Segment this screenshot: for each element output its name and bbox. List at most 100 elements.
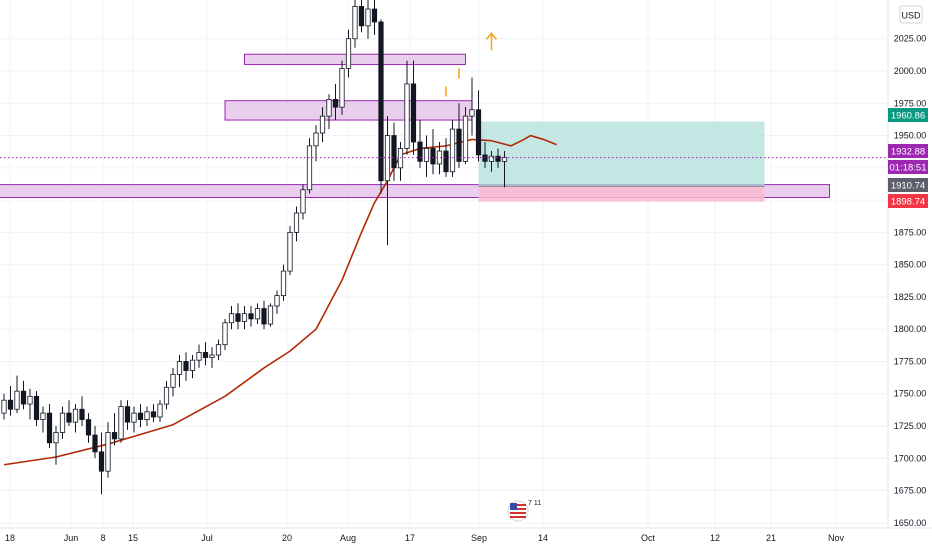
- candle: [378, 19, 384, 194]
- candle-body-up: [469, 109, 475, 117]
- candle-body-up: [131, 412, 137, 423]
- currency-button[interactable]: USD: [899, 5, 923, 24]
- grid: [0, 0, 888, 528]
- candle-body-up: [27, 395, 33, 405]
- entry-label: 1910.74: [891, 181, 925, 192]
- candle-body-up: [157, 403, 163, 418]
- candles: [1, 0, 508, 495]
- candle: [7, 385, 14, 416]
- candle-body-up: [267, 305, 274, 325]
- candle: [202, 342, 209, 366]
- candle-body-up: [345, 38, 352, 69]
- candle-body-down: [92, 434, 98, 453]
- candle: [313, 125, 319, 162]
- candle: [72, 404, 79, 433]
- y-tick-label: 1775.00: [894, 356, 927, 366]
- candle-body-down: [358, 6, 365, 27]
- candle: [345, 29, 352, 78]
- candle: [14, 375, 20, 414]
- x-tick-label: 21: [766, 533, 776, 543]
- candle-body-down: [98, 451, 105, 472]
- candle: [209, 347, 215, 368]
- x-tick-label: 20: [282, 533, 292, 543]
- price-axis-bg: [888, 0, 932, 528]
- candle-body-down: [137, 412, 144, 420]
- last-price-label: 1932.88: [891, 147, 925, 158]
- candle: [495, 148, 501, 168]
- candle: [339, 60, 345, 115]
- candle-body-up: [404, 83, 410, 149]
- candle: [163, 380, 170, 410]
- economic-events-icon[interactable]: 7 11: [507, 500, 541, 522]
- candle: [306, 138, 313, 194]
- candle: [222, 318, 228, 350]
- candle: [176, 355, 183, 388]
- candle: [462, 107, 469, 164]
- candle: [53, 426, 59, 465]
- zone-rect[interactable]: [244, 53, 466, 66]
- y-tick-label: 1725.00: [894, 421, 927, 431]
- candle: [430, 129, 436, 175]
- candle: [27, 388, 33, 420]
- candle: [235, 303, 241, 330]
- y-tick-label: 1700.00: [894, 453, 927, 463]
- candle-body-down: [235, 313, 241, 322]
- candle-body-up: [300, 189, 306, 214]
- candle: [267, 303, 274, 327]
- y-tick-label: 1825.00: [894, 292, 927, 302]
- x-tick-label: 12: [710, 533, 720, 543]
- stop-loss-area[interactable]: [478, 186, 765, 202]
- x-tick-label: Sep: [471, 533, 487, 543]
- candle: [417, 120, 423, 168]
- candle-body-down: [495, 155, 501, 162]
- candle-body-up: [293, 212, 300, 233]
- candle: [98, 432, 105, 495]
- candle-body-down: [202, 352, 209, 358]
- candle: [157, 400, 163, 423]
- candle: [371, 0, 378, 35]
- candle-body-up: [449, 128, 456, 173]
- candle: [456, 103, 462, 168]
- svg-text:7 11: 7 11: [528, 500, 541, 507]
- candle-body-down: [371, 8, 378, 23]
- up-arrow-head: [485, 32, 498, 40]
- candle-body-up: [144, 411, 150, 420]
- take-profit-area[interactable]: [478, 121, 765, 187]
- candle: [105, 422, 111, 478]
- candle-body-up: [163, 386, 170, 405]
- candle-body-down: [456, 128, 462, 162]
- candle-body-up: [189, 359, 196, 371]
- candle: [59, 406, 66, 439]
- candle: [92, 426, 98, 459]
- candle-body-up: [313, 132, 319, 147]
- time-axis[interactable]: 18 Jun 8 15 Jul 20 Aug 17 Sep 14 Oct 12 21 Nov: [5, 533, 845, 543]
- long-position[interactable]: [478, 121, 765, 202]
- candle-body-up: [40, 412, 46, 420]
- candle-body-down: [66, 412, 72, 423]
- y-tick-label: 1975.00: [894, 98, 927, 108]
- candle-body-up: [176, 361, 183, 375]
- candle: [358, 0, 365, 33]
- tp-label: 1960.86: [891, 111, 925, 122]
- candle: [391, 122, 397, 181]
- y-tick-label: 1950.00: [894, 131, 927, 141]
- candle: [118, 400, 124, 443]
- candle-body-up: [222, 322, 228, 346]
- candle: [319, 107, 326, 143]
- candle: [124, 400, 131, 430]
- candle: [274, 290, 280, 314]
- zone-rect[interactable]: [224, 100, 473, 121]
- candle-body-up: [274, 295, 280, 307]
- candle-body-up: [215, 344, 222, 356]
- candle-body-up: [53, 432, 59, 444]
- candle-body-down: [33, 395, 40, 420]
- candle: [189, 355, 196, 379]
- candle: [131, 406, 137, 433]
- candle-body-up: [339, 68, 345, 108]
- candle-body-down: [378, 21, 384, 182]
- candle-body-up: [59, 412, 66, 433]
- annotations: [445, 32, 498, 97]
- candle-body-up: [228, 313, 235, 324]
